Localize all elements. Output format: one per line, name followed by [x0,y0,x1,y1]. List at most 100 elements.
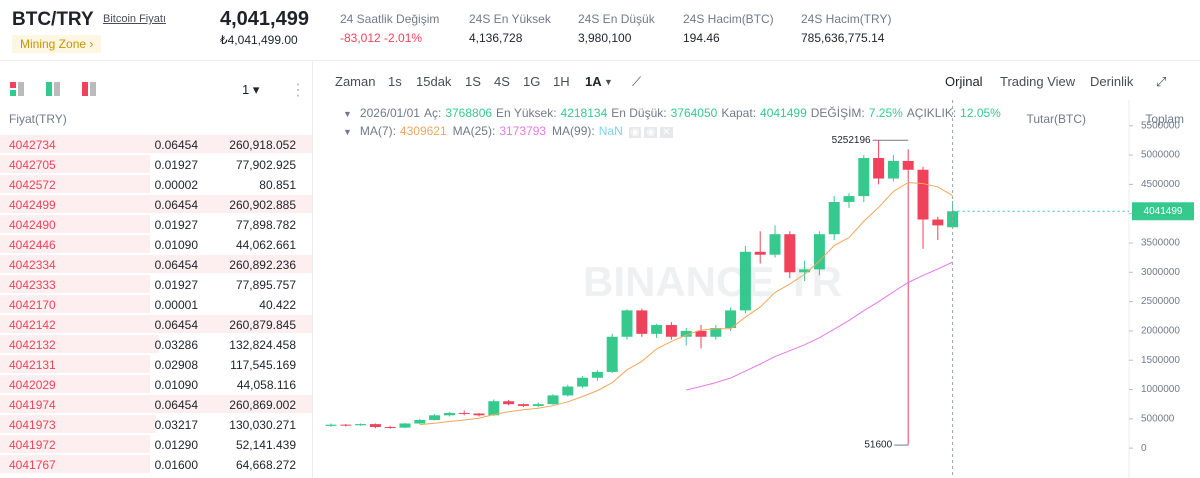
candle-body [384,427,396,429]
depth-bar [0,135,312,153]
amount: 0.06454 [154,198,198,212]
price: 4042499 [9,198,56,212]
ma-value: NaN [598,124,623,138]
depth-bar [0,415,156,433]
info-label: En Düşük: [611,106,667,120]
depth-bar [0,315,312,333]
book-row: 4042132 0.03286 132,824.458 [0,334,312,354]
depth-bar [0,195,312,213]
stat-value: 4,136,728 [469,31,523,45]
interval[interactable]: 1G [523,74,541,89]
stat-value: -83,012 -2.01% [340,31,423,45]
tag[interactable]: Mining Zone › [12,35,102,53]
candle-body [340,424,352,426]
ma25-line [686,261,953,391]
amount: 0.03217 [154,418,198,432]
menu[interactable]: ⋮ [290,82,306,99]
interval[interactable]: 1H [553,74,570,89]
ma-icon[interactable]: ✕ [660,127,673,138]
price: 4042705 [9,158,56,172]
price: 4,041,499 [220,8,309,30]
amount: 0.01600 [154,458,198,472]
divider [0,60,1200,61]
candle-body [503,401,515,405]
candle-body [429,415,441,420]
book-icons [10,82,96,96]
view[interactable]: Orjinal [945,74,983,89]
ma-label: MA(99): [552,124,595,138]
amount: 0.01090 [154,378,198,392]
candle-body [799,269,811,273]
y-tick-label: 0 [1141,443,1147,454]
candle-body [532,404,544,406]
candle-body [754,251,766,255]
stat-label: 24 Saatlik Değişim [340,12,440,26]
price: 4042131 [9,358,56,372]
info-label: En Yüksek: [496,106,557,120]
interval[interactable]: 1A [585,74,602,89]
depth-bar [0,235,150,253]
depth-bar [0,175,150,193]
amount: 0.06454 [154,318,198,332]
candle-body [873,158,885,179]
candle-body [591,371,603,378]
depth-bar [0,335,159,353]
fullscreen[interactable]: ⤢ [1156,74,1167,89]
info-value: 12.05% [960,106,1001,120]
interval[interactable]: 15dak [416,74,452,89]
interval[interactable]: 1S [465,74,481,89]
precision-value: 1 [242,82,250,97]
amount: 0.06454 [154,258,198,272]
total: 117,545.169 [230,358,296,372]
indicator-icon[interactable]: ⟋ [632,74,642,89]
depth-bar [0,395,312,413]
y-tick-label: 3500000 [1141,238,1180,249]
candle-body [414,419,426,424]
amount: 0.06454 [154,398,198,412]
total: 52,141.439 [235,438,296,452]
candle-body [325,424,337,426]
ma-icon[interactable]: ◉ [628,127,642,138]
candle-body [725,310,737,328]
ma-icon[interactable]: ◉ [644,127,658,138]
column-header: Tutar(BTC) [1026,112,1086,126]
total: 132,824.458 [229,338,296,352]
candle-body [695,330,707,337]
stat-label: 24S En Yüksek [469,12,551,26]
caret: ▼ [343,109,352,119]
candle-body [606,336,618,372]
interval[interactable]: Zaman [335,74,376,89]
y-tick-label: 1500000 [1141,355,1180,366]
column-header: Fiyat(TRY) [9,112,67,126]
candle-body [858,158,870,197]
info-value: 3764050 [670,106,718,120]
total: 44,062.661 [235,238,296,252]
interval[interactable]: 1s [388,74,402,89]
total: 40.422 [259,298,296,312]
candle-body [355,424,367,426]
interval[interactable]: 4S [494,74,510,89]
link[interactable]: Bitcoin Fiyatı [103,13,166,25]
stat-label: 24S Hacim(BTC) [683,12,774,26]
view[interactable]: Trading View [1000,74,1076,89]
total: 260,869.002 [229,398,296,412]
stat-label: 24S En Düşük [578,12,655,26]
total: 64,668.272 [235,458,296,472]
book-row: 4042499 0.06454 260,902.885 [0,194,312,214]
view[interactable]: Derinlik [1090,74,1134,89]
price: 4041974 [9,398,56,412]
candle-body [784,234,796,273]
info-label: Aç: [423,106,442,120]
precision[interactable]: 1 ▾ [242,82,260,97]
book-row: 4042142 0.06454 260,879.845 [0,314,312,334]
book-row: 4042334 0.06454 260,892.236 [0,254,312,274]
stat-value: 785,636,775.14 [801,31,885,45]
candle-body [887,160,899,179]
amount: 0.01927 [154,218,198,232]
watermark: BINANCE TR [583,258,842,305]
price: 4042029 [9,378,56,392]
candle-body [680,330,692,337]
depth-bar [0,455,150,473]
total: 130,030.271 [229,418,296,432]
